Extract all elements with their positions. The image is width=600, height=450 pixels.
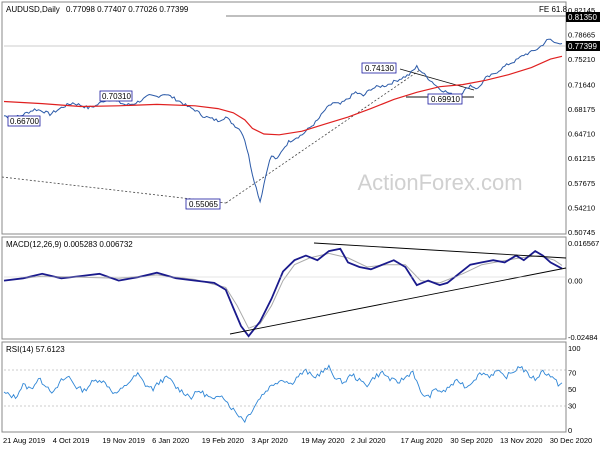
rsi-y-tick: 70	[568, 369, 576, 378]
price-y-tick: 0.57675	[568, 179, 595, 188]
badge-fib-text: 0.81350	[568, 13, 597, 22]
macd-y-tick: 0.00	[568, 277, 583, 286]
price-y-tick: 0.71640	[568, 80, 595, 89]
price-line	[3, 38, 563, 204]
badge-current-text: 0.77399	[568, 42, 597, 51]
rsi-y-tick: 0	[568, 426, 572, 435]
annotation-label: 0.69910	[431, 95, 460, 104]
price-ohlc: 0.77098 0.77407 0.77026 0.77399	[66, 5, 189, 14]
annotation-0.66700: 0.66700	[7, 115, 41, 127]
rsi-y-tick: 100	[568, 344, 581, 353]
annotation-0.70310: 0.70310	[99, 90, 133, 102]
annotation-label: 0.74130	[365, 64, 394, 73]
annotation-0.74130: 0.74130	[361, 62, 397, 74]
trendline-support	[225, 69, 421, 204]
x-tick: 2 Jul 2020	[351, 436, 386, 445]
price-y-tick: 0.50745	[568, 228, 595, 237]
badge-fib: 0.81350	[566, 12, 600, 22]
fib-label: FE 61.8	[539, 5, 568, 14]
macd-trend-lower	[229, 267, 567, 335]
x-tick: 4 Oct 2019	[53, 436, 90, 445]
rsi-series	[3, 364, 563, 424]
trendline-low	[1, 176, 227, 204]
badge-current: 0.77399	[566, 41, 600, 51]
annotation-0.69910: 0.69910	[427, 93, 463, 105]
macd-line	[3, 247, 563, 338]
price-y-tick: 0.82145	[568, 6, 595, 15]
x-tick: 17 Aug 2020	[401, 436, 443, 445]
rsi-panel	[1, 341, 567, 433]
macd-trend-upper	[313, 242, 567, 259]
price-series	[3, 38, 563, 204]
rsi-y-tick: 50	[568, 385, 576, 394]
macd-panel	[1, 236, 567, 340]
macd-title: MACD(12,26,9) 0.005283 0.006732	[6, 240, 133, 249]
x-tick: 30 Sep 2020	[450, 436, 493, 445]
x-tick: 3 Apr 2020	[252, 436, 288, 445]
price-y-tick: 0.54210	[568, 204, 595, 213]
x-axis: 21 Aug 2019 4 Oct 2019 19 Nov 2019 6 Jan 20…	[3, 436, 592, 445]
price-y-axis: 0.82145 0.78665 0.75210 0.71640 0.68175 0.647…	[568, 6, 595, 237]
price-panel	[1, 1, 567, 235]
triangle-upper	[399, 68, 475, 91]
watermark: ActionForex.com	[357, 170, 522, 195]
price-title: AUDUSD,Daily	[6, 5, 60, 14]
moving-average-line	[3, 55, 563, 136]
x-tick: 13 Nov 2020	[500, 436, 543, 445]
macd-y-tick: -0.02484	[568, 333, 598, 342]
price-y-tick: 0.64710	[568, 129, 595, 138]
rsi-y-tick: 30	[568, 401, 576, 410]
price-y-tick: 0.78665	[568, 31, 595, 40]
x-tick: 21 Aug 2019	[3, 436, 45, 445]
annotation-label: 0.70310	[102, 92, 131, 101]
annotation-0.55065: 0.55065	[185, 198, 221, 210]
macd-y-tick: 0.016567	[568, 239, 599, 248]
x-tick: 6 Jan 2020	[152, 436, 189, 445]
price-y-tick: 0.75210	[568, 55, 595, 64]
annotation-label: 0.55065	[189, 200, 218, 209]
x-tick: 19 May 2020	[301, 436, 344, 445]
macd-y-axis: 0.016567 0.00 -0.02484	[568, 239, 599, 342]
rsi-title: RSI(14) 57.6123	[6, 345, 65, 354]
x-tick: 19 Feb 2020	[202, 436, 244, 445]
rsi-line	[3, 364, 563, 424]
annotation-label: 0.66700	[10, 117, 39, 126]
price-y-tick: 0.68175	[568, 105, 595, 114]
price-y-tick: 0.61215	[568, 154, 595, 163]
x-tick: 19 Nov 2019	[102, 436, 145, 445]
x-tick: 30 Dec 2020	[550, 436, 593, 445]
rsi-y-axis: 100 70 50 30 0	[568, 344, 581, 435]
